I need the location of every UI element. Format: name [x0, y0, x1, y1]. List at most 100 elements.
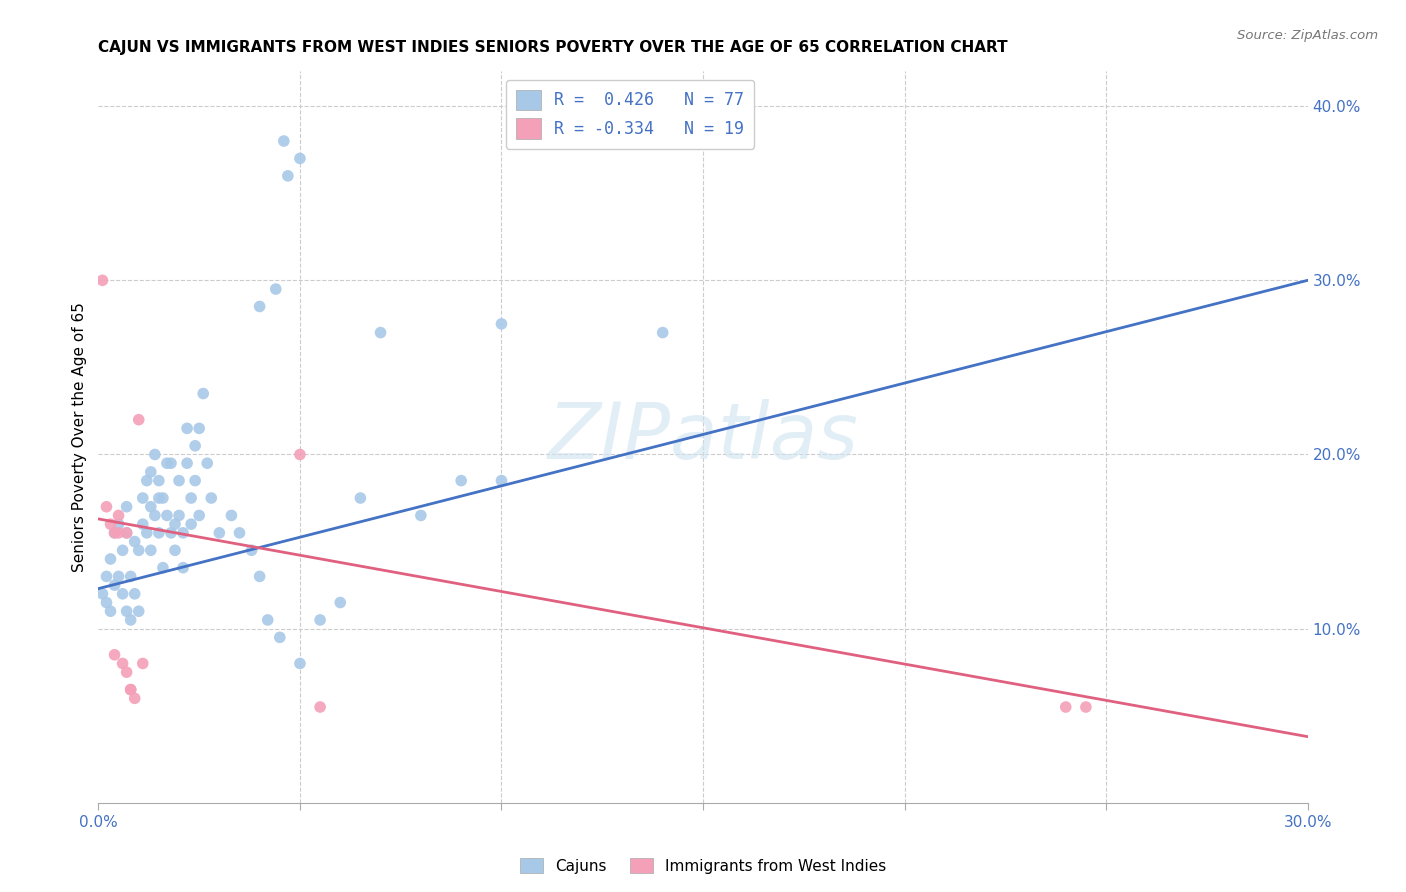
- Point: [100, 552, 122, 566]
- Point: [111, 657, 134, 671]
- Point: [120, 682, 142, 697]
- Point: [139, 543, 162, 558]
- Point: [277, 169, 299, 183]
- Point: [143, 448, 166, 462]
- Point: [107, 508, 129, 523]
- Point: [111, 543, 134, 558]
- Point: [309, 700, 332, 714]
- Point: [156, 456, 179, 470]
- Point: [91, 273, 114, 287]
- Legend: Cajuns, Immigrants from West Indies: Cajuns, Immigrants from West Indies: [515, 852, 891, 880]
- Point: [107, 569, 129, 583]
- Point: [309, 613, 332, 627]
- Point: [249, 569, 271, 583]
- Point: [160, 456, 183, 470]
- Point: [96, 569, 118, 583]
- Point: [167, 508, 190, 523]
- Point: [103, 525, 125, 540]
- Point: [288, 657, 311, 671]
- Point: [115, 525, 138, 540]
- Point: [256, 613, 278, 627]
- Point: [132, 491, 155, 505]
- Text: CAJUN VS IMMIGRANTS FROM WEST INDIES SENIORS POVERTY OVER THE AGE OF 65 CORRELAT: CAJUN VS IMMIGRANTS FROM WEST INDIES SEN…: [98, 40, 1008, 55]
- Legend: R =  0.426   N = 77, R = -0.334   N = 19: R = 0.426 N = 77, R = -0.334 N = 19: [506, 79, 754, 149]
- Point: [180, 491, 202, 505]
- Text: Source: ZipAtlas.com: Source: ZipAtlas.com: [1237, 29, 1378, 43]
- Point: [135, 474, 157, 488]
- Point: [148, 525, 170, 540]
- Point: [176, 456, 198, 470]
- Point: [115, 665, 138, 680]
- Point: [156, 508, 179, 523]
- Point: [91, 587, 114, 601]
- Point: [249, 300, 271, 314]
- Point: [184, 439, 207, 453]
- Point: [240, 543, 263, 558]
- Point: [409, 508, 432, 523]
- Point: [120, 569, 142, 583]
- Point: [124, 534, 146, 549]
- Point: [264, 282, 287, 296]
- Point: [167, 474, 190, 488]
- Point: [152, 491, 174, 505]
- Point: [176, 421, 198, 435]
- Point: [96, 500, 118, 514]
- Point: [184, 474, 207, 488]
- Point: [132, 657, 155, 671]
- Point: [152, 560, 174, 574]
- Point: [188, 421, 211, 435]
- Point: [172, 525, 194, 540]
- Point: [107, 517, 129, 532]
- Point: [221, 508, 243, 523]
- Point: [120, 613, 142, 627]
- Point: [103, 525, 125, 540]
- Point: [491, 317, 513, 331]
- Y-axis label: Seniors Poverty Over the Age of 65: Seniors Poverty Over the Age of 65: [72, 302, 87, 572]
- Point: [172, 560, 194, 574]
- Point: [115, 500, 138, 514]
- Point: [163, 517, 186, 532]
- Point: [115, 525, 138, 540]
- Point: [139, 465, 162, 479]
- Point: [103, 648, 125, 662]
- Point: [100, 517, 122, 532]
- Point: [100, 604, 122, 618]
- Point: [111, 587, 134, 601]
- Point: [349, 491, 371, 505]
- Point: [651, 326, 673, 340]
- Point: [143, 508, 166, 523]
- Point: [163, 543, 186, 558]
- Point: [180, 517, 202, 532]
- Point: [491, 474, 513, 488]
- Point: [128, 412, 150, 426]
- Point: [1074, 700, 1097, 714]
- Point: [1054, 700, 1077, 714]
- Point: [148, 474, 170, 488]
- Point: [96, 595, 118, 609]
- Text: ZIPatlas: ZIPatlas: [547, 399, 859, 475]
- Point: [124, 587, 146, 601]
- Point: [329, 595, 352, 609]
- Point: [120, 682, 142, 697]
- Point: [370, 326, 392, 340]
- Point: [148, 491, 170, 505]
- Point: [160, 525, 183, 540]
- Point: [269, 631, 291, 645]
- Point: [288, 448, 311, 462]
- Point: [273, 134, 295, 148]
- Point: [195, 456, 218, 470]
- Point: [107, 525, 129, 540]
- Point: [132, 517, 155, 532]
- Point: [128, 543, 150, 558]
- Point: [208, 525, 231, 540]
- Point: [200, 491, 222, 505]
- Point: [124, 691, 146, 706]
- Point: [115, 604, 138, 618]
- Point: [188, 508, 211, 523]
- Point: [193, 386, 215, 401]
- Point: [450, 474, 472, 488]
- Point: [288, 152, 311, 166]
- Point: [139, 500, 162, 514]
- Point: [128, 604, 150, 618]
- Point: [228, 525, 250, 540]
